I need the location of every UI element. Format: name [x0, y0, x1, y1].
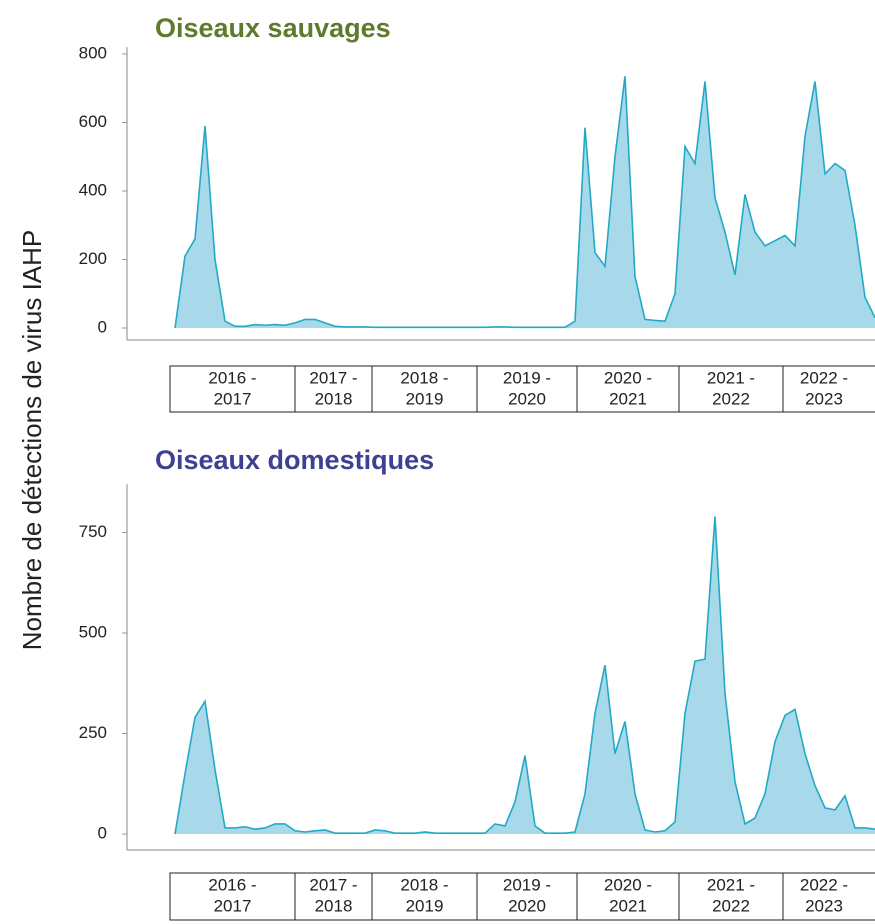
x-tick-label: 2019	[406, 896, 444, 915]
chart-title: Oiseaux sauvages	[155, 13, 391, 43]
x-tick-label: 2018	[315, 389, 353, 408]
x-tick-label: 2018	[315, 896, 353, 915]
x-tick-label: 2019 -	[503, 875, 551, 894]
y-tick-label: 250	[79, 723, 107, 742]
x-tick-label: 2022	[712, 896, 750, 915]
x-tick-label: 2021	[609, 389, 647, 408]
x-tick-label: 2020	[508, 896, 546, 915]
area	[175, 76, 875, 328]
x-tick-label: 2019	[406, 389, 444, 408]
y-tick-label: 0	[98, 823, 107, 842]
x-tick-label: 2022	[712, 389, 750, 408]
x-tick-label: 2016 -	[208, 875, 256, 894]
category-box	[782, 872, 875, 921]
x-tick-label: 2019 -	[503, 368, 551, 387]
x-tick-label: 2023	[805, 896, 843, 915]
x-tick-label: 2022 -	[800, 368, 848, 387]
x-tick-label: 2021 -	[707, 368, 755, 387]
x-tick-label: 2016 -	[208, 368, 256, 387]
chart-title: Oiseaux domestiques	[155, 445, 434, 475]
x-tick-label: 2018 -	[400, 368, 448, 387]
x-tick-label: 2017 -	[309, 368, 357, 387]
y-tick-label: 0	[98, 317, 107, 336]
y-tick-label: 800	[79, 43, 107, 62]
x-tick-label: 2020	[508, 389, 546, 408]
x-tick-label: 2017	[214, 896, 252, 915]
area	[175, 516, 875, 834]
x-tick-label: 2021	[609, 896, 647, 915]
x-tick-label: 2017	[214, 389, 252, 408]
x-tick-label: 2022 -	[800, 875, 848, 894]
line	[174, 516, 875, 835]
y-tick-label: 500	[79, 622, 107, 641]
y-tick-label: 750	[79, 522, 107, 541]
x-tick-label: 2017 -	[309, 875, 357, 894]
y-tick-label: 600	[79, 112, 107, 131]
x-tick-label: 2023	[805, 389, 843, 408]
line	[174, 76, 875, 329]
x-tick-label: 2020 -	[604, 368, 652, 387]
x-tick-label: 2020 -	[604, 875, 652, 894]
y-axis-label: Nombre de détections de virus IAHP	[17, 230, 47, 651]
x-tick-label: 2018 -	[400, 875, 448, 894]
y-tick-label: 400	[79, 180, 107, 199]
x-tick-label: 2021 -	[707, 875, 755, 894]
category-box	[782, 365, 875, 413]
y-tick-label: 200	[79, 249, 107, 268]
